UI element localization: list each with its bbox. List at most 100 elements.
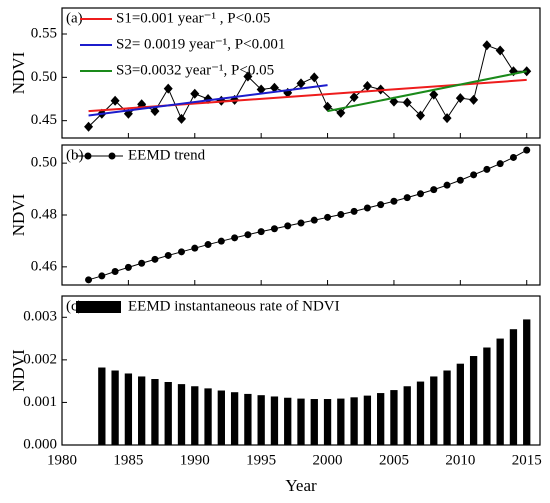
marker bbox=[309, 72, 319, 83]
marker bbox=[417, 190, 424, 198]
y-axis-label: NDVI bbox=[9, 349, 28, 392]
y-axis-label: NDVI bbox=[9, 193, 28, 236]
x-tick-label: 2000 bbox=[313, 452, 343, 468]
bar bbox=[456, 363, 464, 445]
marker bbox=[509, 153, 517, 161]
bar bbox=[151, 379, 159, 445]
bar bbox=[496, 338, 504, 445]
x-tick-label: 2005 bbox=[379, 452, 409, 468]
bar bbox=[138, 376, 146, 445]
marker bbox=[284, 222, 292, 230]
bar bbox=[177, 384, 186, 445]
bar bbox=[483, 347, 491, 445]
y-tick-label: 0.002 bbox=[23, 351, 57, 367]
marker bbox=[204, 241, 212, 249]
legend-label: EEMD instantaneous rate of NDVI bbox=[128, 298, 340, 314]
panel-label: (a) bbox=[66, 10, 83, 26]
marker bbox=[243, 71, 253, 82]
marker bbox=[190, 88, 200, 99]
bar bbox=[191, 386, 199, 445]
bar bbox=[297, 398, 305, 445]
marker bbox=[231, 234, 239, 242]
marker bbox=[150, 106, 160, 117]
marker bbox=[84, 152, 92, 160]
bar bbox=[390, 390, 398, 445]
marker bbox=[523, 146, 531, 154]
marker bbox=[110, 95, 120, 106]
marker bbox=[349, 92, 359, 103]
bar bbox=[244, 393, 252, 445]
marker bbox=[164, 251, 172, 259]
marker bbox=[377, 201, 385, 209]
x-tick-label: 1995 bbox=[246, 452, 276, 468]
bar bbox=[230, 392, 239, 445]
marker bbox=[362, 81, 372, 91]
series-line bbox=[327, 70, 527, 113]
marker bbox=[108, 152, 116, 160]
marker bbox=[430, 186, 438, 194]
y-tick-label: 0.45 bbox=[31, 112, 57, 128]
marker bbox=[269, 82, 279, 93]
bar bbox=[284, 397, 292, 445]
marker bbox=[191, 244, 199, 252]
bar bbox=[350, 397, 358, 445]
marker bbox=[483, 165, 491, 173]
series-line bbox=[88, 149, 527, 281]
x-tick-label: 2010 bbox=[445, 452, 475, 468]
legend-label: S2= 0.0019 year⁻¹, P<0.001 bbox=[116, 36, 285, 52]
marker bbox=[124, 263, 132, 271]
marker bbox=[469, 94, 479, 105]
y-tick-label: 0.001 bbox=[23, 394, 57, 410]
marker bbox=[85, 276, 93, 284]
marker bbox=[98, 272, 106, 280]
bar bbox=[257, 395, 265, 445]
bar bbox=[164, 381, 172, 445]
marker bbox=[336, 107, 346, 118]
marker bbox=[178, 248, 185, 256]
marker bbox=[323, 101, 333, 112]
marker bbox=[138, 259, 146, 267]
y-axis-label: NDVI bbox=[9, 51, 28, 94]
marker bbox=[151, 255, 159, 263]
marker bbox=[84, 121, 94, 132]
bar bbox=[111, 370, 119, 445]
bar bbox=[217, 390, 225, 445]
bar bbox=[443, 370, 451, 445]
legend-label: S1=0.001 year⁻¹ , P<0.05 bbox=[116, 10, 270, 26]
panel-label: (b) bbox=[66, 147, 84, 163]
marker bbox=[257, 228, 265, 236]
marker bbox=[296, 78, 306, 89]
legend-label: S3=0.0032 year⁻¹, P<0.05 bbox=[116, 62, 274, 78]
legend-label: EEMD trend bbox=[128, 147, 206, 163]
marker bbox=[482, 40, 492, 51]
bar bbox=[124, 373, 133, 445]
marker bbox=[350, 207, 358, 215]
marker bbox=[163, 83, 173, 94]
marker bbox=[443, 181, 451, 189]
x-tick-label: 2015 bbox=[512, 452, 542, 468]
y-tick-label: 0.000 bbox=[23, 436, 57, 452]
series-line bbox=[88, 84, 328, 117]
marker bbox=[337, 210, 345, 218]
legend-swatch bbox=[76, 301, 121, 313]
panel: 0.000 0.001 0.002 0.003 1980 1985 1990 1995 2000… bbox=[9, 295, 542, 495]
marker bbox=[470, 171, 478, 179]
bar bbox=[403, 386, 411, 445]
bar bbox=[469, 356, 478, 445]
y-tick-label: 0.003 bbox=[23, 309, 57, 325]
marker bbox=[495, 45, 505, 56]
marker bbox=[496, 160, 504, 168]
marker bbox=[217, 237, 225, 245]
marker bbox=[256, 84, 266, 95]
series-line bbox=[88, 44, 527, 128]
marker bbox=[244, 231, 252, 239]
y-tick-label: 0.46 bbox=[31, 258, 58, 274]
marker bbox=[363, 204, 371, 212]
bar bbox=[337, 398, 345, 445]
bar bbox=[509, 329, 518, 445]
marker bbox=[324, 213, 332, 221]
marker bbox=[456, 176, 464, 184]
plot-frame bbox=[61, 144, 541, 286]
